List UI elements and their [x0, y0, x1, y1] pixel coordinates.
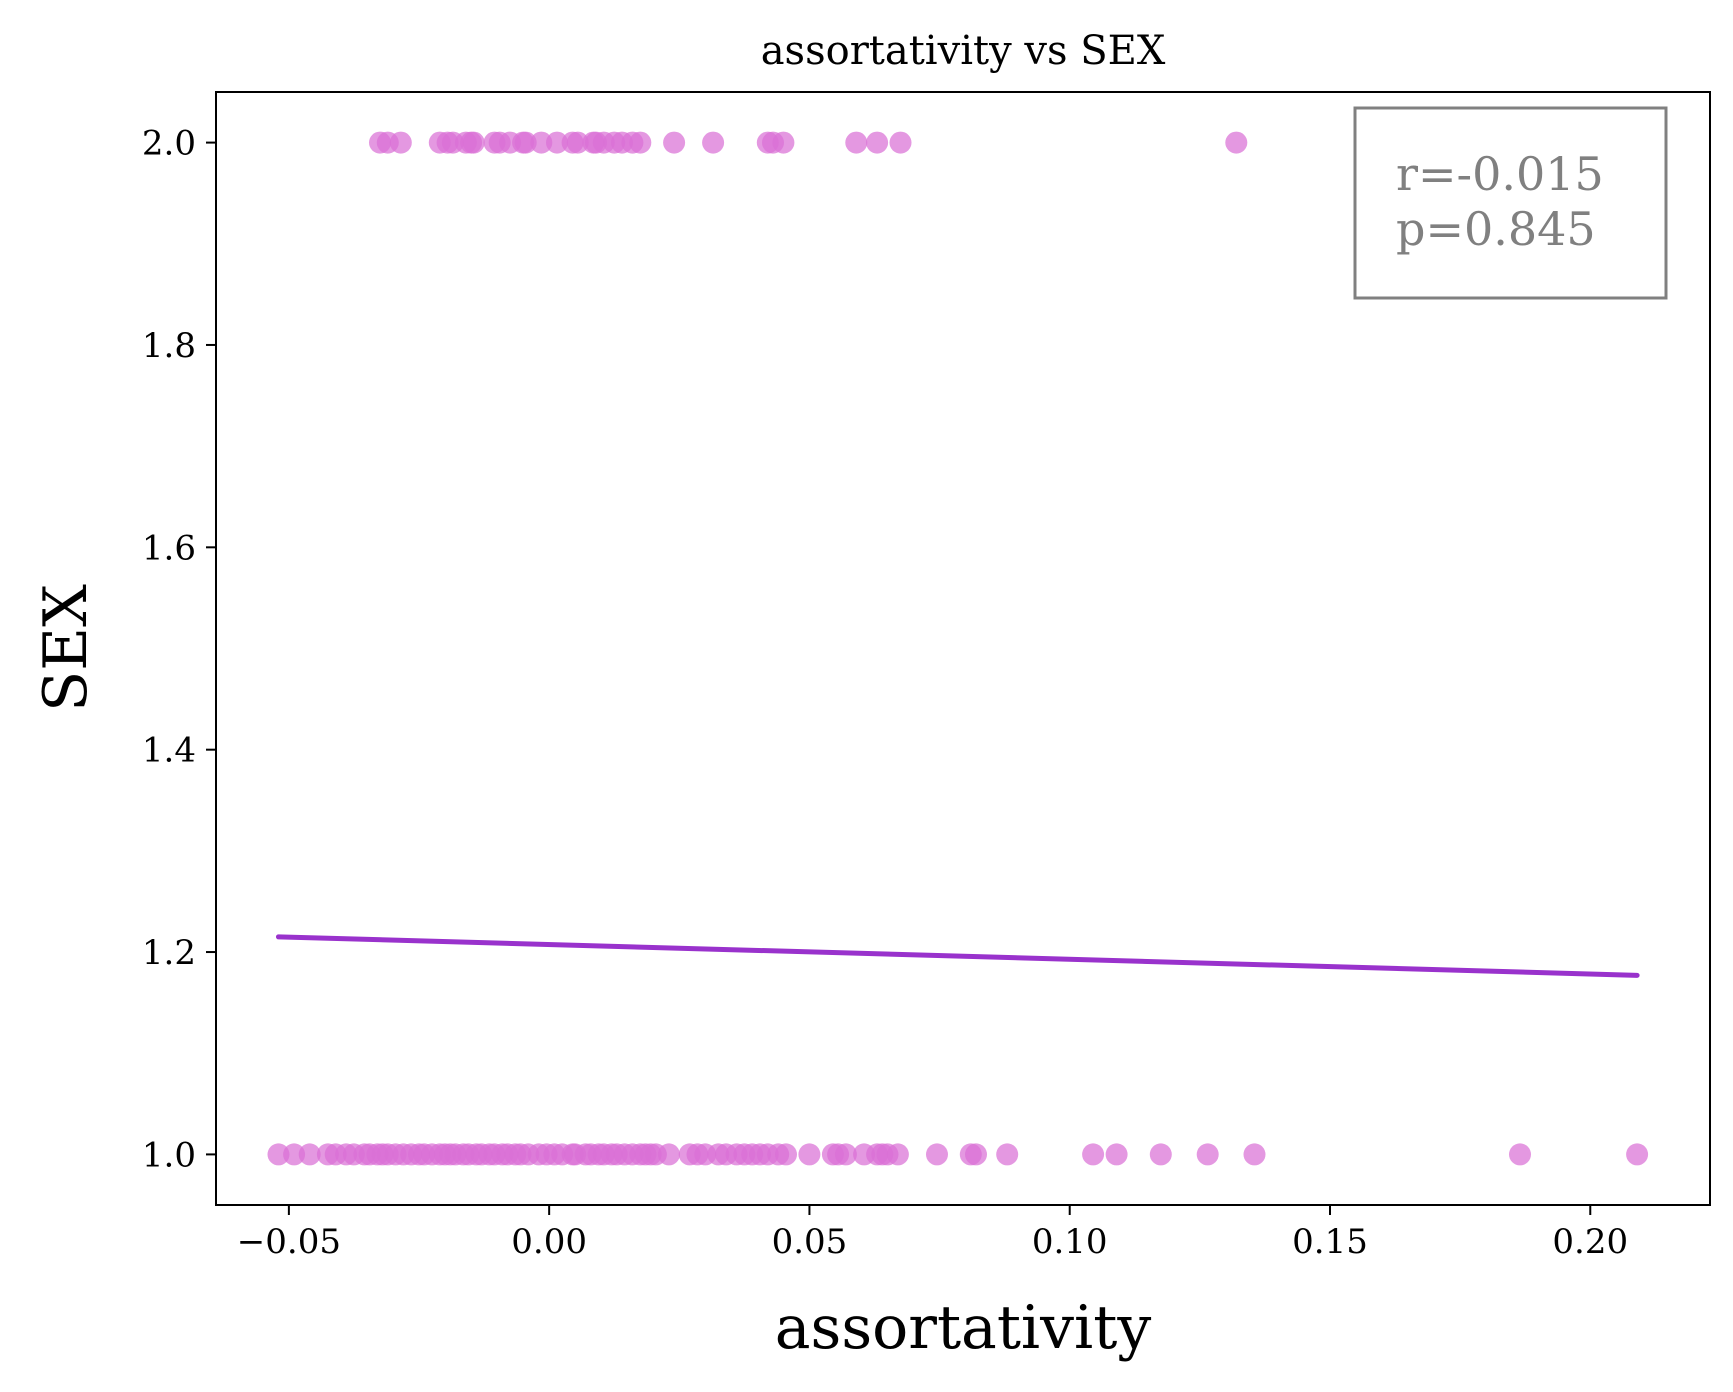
data-point	[702, 131, 725, 154]
data-point	[514, 131, 537, 154]
data-point	[267, 1143, 290, 1166]
chart-title: assortativity vs SEX	[761, 28, 1166, 74]
x-tick-label: 0.05	[772, 1222, 848, 1262]
data-point	[1243, 1143, 1266, 1166]
y-axis-label: SEX	[31, 584, 101, 712]
y-tick-label: 1.0	[142, 1135, 196, 1175]
data-point	[566, 131, 589, 154]
data-point	[996, 1143, 1019, 1166]
x-tick-label: −0.05	[237, 1222, 341, 1262]
data-point	[298, 1143, 321, 1166]
data-point	[530, 131, 553, 154]
stats-box-frame	[1353, 106, 1668, 300]
x-axis-ticks: −0.05 0.00 0.05 0.10 0.15 0.20	[237, 1205, 1628, 1262]
x-tick-label: 0.00	[511, 1222, 587, 1262]
data-point	[629, 131, 652, 154]
data-point	[546, 131, 568, 154]
y-tick-label: 1.8	[142, 326, 196, 366]
stats-box: r=-0.015 p=0.845	[1353, 106, 1668, 300]
data-point	[775, 1143, 797, 1166]
data-point	[1626, 1143, 1649, 1166]
data-point	[798, 1143, 821, 1166]
data-point	[1196, 1143, 1219, 1166]
data-point	[772, 131, 795, 154]
x-tick-label: 0.15	[1292, 1222, 1368, 1262]
data-point	[1509, 1143, 1531, 1166]
y-tick-label: 1.6	[142, 528, 196, 568]
y-axis-ticks: 1.0 1.2 1.4 1.6 1.8 2.0	[142, 124, 216, 1175]
data-point	[1082, 1143, 1105, 1166]
data-point	[657, 1143, 680, 1166]
data-point	[389, 131, 412, 154]
data-point	[1149, 1143, 1172, 1166]
plot-frame	[215, 91, 1711, 1206]
y-tick-label: 2.0	[142, 124, 196, 164]
x-axis-label: assortativity	[775, 1293, 1152, 1363]
x-tick-label: 0.20	[1552, 1222, 1628, 1262]
data-point	[1105, 1143, 1128, 1166]
data-point	[926, 1143, 948, 1166]
data-point	[834, 1143, 857, 1166]
data-point	[1225, 131, 1248, 154]
regression-line	[275, 934, 1640, 978]
stats-r-value: r=-0.015	[1396, 147, 1604, 201]
y-tick-label: 1.2	[142, 933, 196, 973]
data-point	[889, 131, 912, 154]
data-point	[462, 131, 485, 154]
y-tick-label: 1.4	[142, 731, 196, 771]
data-point	[663, 131, 686, 154]
data-point	[283, 1143, 306, 1166]
data-point	[845, 131, 868, 154]
stats-p-value: p=0.845	[1396, 202, 1596, 256]
data-point	[866, 131, 889, 154]
data-point	[886, 1143, 909, 1166]
regression-line-layer	[275, 934, 1640, 978]
data-point	[965, 1143, 987, 1166]
x-tick-label: 0.10	[1032, 1222, 1108, 1262]
data-points	[267, 131, 1649, 1166]
